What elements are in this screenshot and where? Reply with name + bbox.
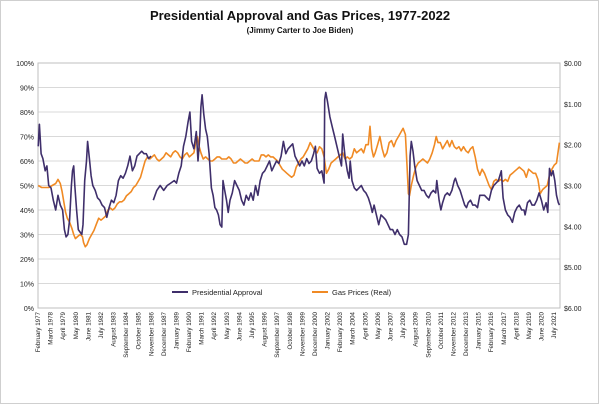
x-tick-label: September 1997 xyxy=(274,311,281,357)
x-tick-label: July 2008 xyxy=(400,311,407,338)
x-tick-label: October 2011 xyxy=(438,311,445,349)
x-tick-label: November 1999 xyxy=(299,311,306,356)
x-tick-label: December 2000 xyxy=(312,311,319,356)
y-left-tick-label: 30% xyxy=(20,233,34,240)
x-tick-label: October 1985 xyxy=(136,311,143,349)
x-tick-label: March 1978 xyxy=(48,311,55,344)
x-tick-label: March 2004 xyxy=(350,311,357,344)
x-tick-label: March 1991 xyxy=(199,311,206,344)
grid-layer xyxy=(37,62,561,309)
left-axis: 0% 10% 20% 30% 40% 50% 60% 70% 80% 90% 100% xyxy=(16,61,34,313)
y-left-tick-label: 100% xyxy=(16,61,34,68)
series-line-approval xyxy=(37,91,561,246)
y-right-tick-label: $5.00 xyxy=(564,265,582,272)
y-left-tick-label: 0% xyxy=(24,306,34,313)
x-tick-label: January 1989 xyxy=(173,311,180,349)
x-tick-label: May 2019 xyxy=(526,311,533,339)
x-tick-label: June 1994 xyxy=(236,311,243,340)
legend-label: Presidential Approval xyxy=(192,288,263,297)
x-tick-label: April 2005 xyxy=(362,311,369,339)
y-left-tick-label: 20% xyxy=(20,257,34,264)
y-left-tick-label: 90% xyxy=(20,86,34,93)
x-tick-label: October 1998 xyxy=(287,311,294,349)
x-tick-label: August 1983 xyxy=(111,311,118,346)
x-tick-label: December 2013 xyxy=(463,311,470,356)
y-left-tick-label: 80% xyxy=(20,110,34,117)
y-right-tick-label: $4.00 xyxy=(564,224,582,231)
x-tick-label: May 1980 xyxy=(73,311,80,339)
x-tick-label: November 1986 xyxy=(148,311,155,356)
x-tick-label: August 1996 xyxy=(262,311,269,346)
chart-title: Presidential Approval and Gas Prices, 19… xyxy=(150,8,450,23)
legend: Presidential Approval Gas Prices (Real) xyxy=(172,288,392,297)
chart-subtitle: (Jimmy Carter to Joe Biden) xyxy=(247,26,354,35)
y-left-tick-label: 60% xyxy=(20,159,34,166)
x-tick-label: August 2009 xyxy=(413,311,420,346)
series-layer xyxy=(37,91,561,248)
legend-label: Gas Prices (Real) xyxy=(332,288,392,297)
y-left-tick-label: 70% xyxy=(20,135,34,142)
x-tick-label: July 2021 xyxy=(551,311,558,338)
y-left-tick-label: 10% xyxy=(20,282,34,289)
x-tick-label: July 1995 xyxy=(249,311,256,338)
y-left-tick-label: 40% xyxy=(20,208,34,215)
x-tick-label: May 2006 xyxy=(375,311,382,339)
x-tick-label: February 2003 xyxy=(337,311,344,352)
x-tick-label: January 2002 xyxy=(325,311,332,349)
x-tick-label: June 2007 xyxy=(387,311,394,340)
x-tick-label: April 2018 xyxy=(513,311,520,339)
x-tick-label: February 1990 xyxy=(186,311,193,352)
x-tick-label: February 2016 xyxy=(488,311,495,352)
y-right-tick-label: $1.00 xyxy=(564,102,582,109)
x-tick-label: November 2012 xyxy=(450,311,457,356)
y-left-tick-label: 50% xyxy=(20,184,34,191)
x-tick-label: April 1992 xyxy=(211,311,218,339)
x-tick-label: July 1982 xyxy=(98,311,105,338)
y-right-tick-label: $6.00 xyxy=(564,306,582,313)
x-tick-label: December 1987 xyxy=(161,311,168,356)
plot-area xyxy=(37,62,561,309)
x-tick-label: September 1984 xyxy=(123,311,130,357)
y-right-tick-label: $0.00 xyxy=(564,61,582,68)
x-tick-label: May 1993 xyxy=(224,311,231,339)
x-tick-label: February 1977 xyxy=(35,311,42,352)
y-right-tick-label: $2.00 xyxy=(564,143,582,150)
right-axis: $0.00 $1.00 $2.00 $3.00 $4.00 $5.00 $6.00 xyxy=(564,61,582,313)
x-tick-label: January 2015 xyxy=(476,311,483,349)
x-tick-label: March 2017 xyxy=(501,311,508,344)
x-tick-label: June 2020 xyxy=(539,311,546,340)
y-right-tick-label: $3.00 xyxy=(564,184,582,191)
x-tick-label: June 1981 xyxy=(85,311,92,340)
x-tick-label: April 1979 xyxy=(60,311,67,339)
x-axis: February 1977 March 1978 April 1979 May 198… xyxy=(35,311,558,357)
series-line-gas-prices xyxy=(37,125,561,248)
x-tick-label: September 2010 xyxy=(425,311,432,357)
